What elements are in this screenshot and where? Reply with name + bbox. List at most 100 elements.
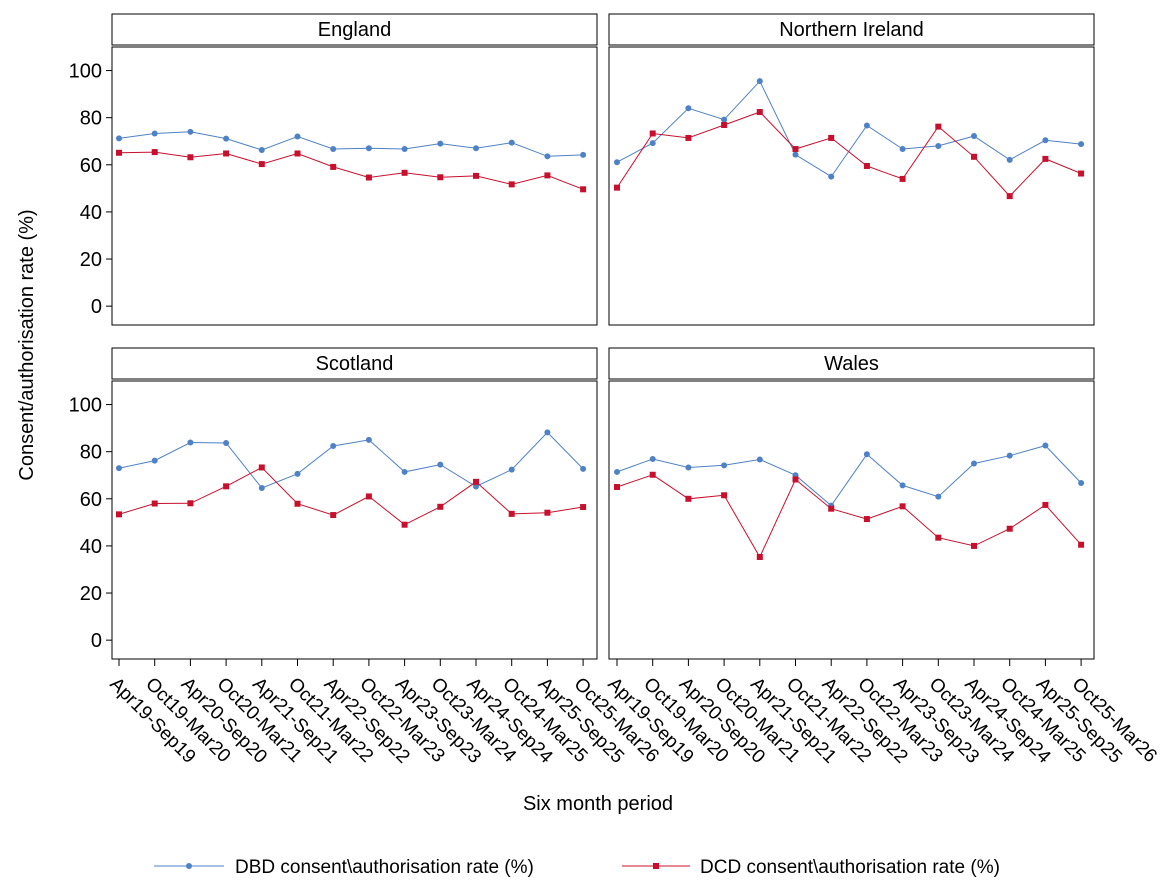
data-point-dbd <box>473 483 479 490</box>
data-point-dcd <box>151 500 158 507</box>
data-point-dcd <box>863 162 870 169</box>
data-point-dcd <box>935 123 942 130</box>
series-line-dbd-northern-ireland <box>616 80 1082 178</box>
data-point-dcd <box>685 134 692 141</box>
data-point-dbd <box>685 105 692 112</box>
data-point-dbd <box>365 145 372 152</box>
data-point-dcd <box>544 509 551 516</box>
data-point-dbd <box>330 443 337 450</box>
data-point-dcd <box>258 464 265 471</box>
data-point-dbd <box>792 151 799 158</box>
plot-area-northern-ireland <box>608 46 1095 326</box>
data-point-dbd <box>151 457 158 464</box>
series-line-dcd-wales <box>616 474 1082 559</box>
data-point-dcd <box>828 134 835 141</box>
plot-area-wales <box>608 380 1095 660</box>
data-point-dbd <box>1042 442 1049 449</box>
y-tick-label: 20 <box>80 249 102 271</box>
panels-layer: England 0 20 40 60 80 100 Northern Ireland Scotl… <box>69 13 1161 768</box>
y-tick-label: 20 <box>80 583 102 605</box>
panel-title-scotland: Scotland <box>316 353 394 375</box>
data-point-dcd <box>649 130 656 137</box>
panel-scotland: Scotland020406080100Apr19-Sep19Oct19-Mar… <box>69 347 663 768</box>
data-point-dcd <box>792 476 799 483</box>
panel-header-scotland <box>111 347 598 380</box>
data-point-dbd <box>187 439 194 446</box>
data-point-dcd <box>473 172 479 179</box>
y-tick-label: 40 <box>80 202 102 224</box>
data-point-dcd <box>116 149 122 156</box>
legend-item-dcd: DCD consent\authorisation rate (%) <box>622 857 1000 878</box>
data-point-dcd <box>151 149 158 156</box>
data-point-dbd <box>1042 137 1049 144</box>
data-point-dbd <box>935 142 942 149</box>
data-point-dbd <box>437 140 444 147</box>
data-point-dcd <box>1078 541 1085 548</box>
data-point-dbd <box>544 153 551 160</box>
data-point-dcd <box>401 169 408 176</box>
data-point-dcd <box>614 484 620 491</box>
data-point-dbd <box>508 466 515 473</box>
y-tick-label: 80 <box>80 108 102 130</box>
data-point-dcd <box>828 505 835 512</box>
panel-wales: WalesApr19-Sep19Oct19-Mar20Apr20-Sep20Oc… <box>603 347 1161 768</box>
panel-northern-ireland: Northern Ireland <box>608 13 1095 326</box>
panel-title-wales: Wales <box>824 353 879 375</box>
data-point-dcd <box>294 500 301 507</box>
data-point-dcd <box>437 503 444 510</box>
y-tick-label: 80 <box>80 442 102 464</box>
y-tick-label: 100 <box>69 395 102 417</box>
data-point-dbd <box>1078 480 1085 487</box>
series-line-dcd-northern-ireland <box>616 111 1082 197</box>
data-point-dcd <box>971 542 977 549</box>
data-point-dbd <box>1006 156 1013 163</box>
data-point-dbd <box>828 173 835 180</box>
data-point-dbd <box>330 146 337 153</box>
legend-item-dbd: DBD consent\authorisation rate (%) <box>154 857 534 878</box>
data-point-dbd <box>187 128 194 135</box>
data-point-dbd <box>580 465 587 472</box>
y-tick-label: 60 <box>80 489 102 511</box>
y-axis-label: Consent/authorisation rate (%) <box>16 209 38 480</box>
y-tick-label: 0 <box>91 630 102 652</box>
y-tick-label: 100 <box>69 61 102 83</box>
data-point-dcd <box>756 553 763 560</box>
data-point-dbd <box>294 470 301 477</box>
data-point-dbd <box>614 468 620 475</box>
data-point-dbd <box>899 482 906 489</box>
data-point-dbd <box>151 130 158 137</box>
data-point-dcd <box>1042 155 1049 162</box>
data-point-dcd <box>187 500 194 507</box>
data-point-dcd <box>580 186 587 193</box>
legend-label-dcd: DCD consent\authorisation rate (%) <box>700 857 1000 878</box>
data-point-dcd <box>756 109 763 116</box>
y-tick-label: 0 <box>91 296 102 318</box>
data-point-dbd <box>649 455 656 462</box>
series-line-dcd-england <box>118 151 584 190</box>
data-point-dbd <box>756 456 763 463</box>
data-point-dcd <box>473 478 479 485</box>
panel-header-northern-ireland <box>608 13 1095 46</box>
data-point-dcd <box>437 174 444 181</box>
y-tick-label: 40 <box>80 536 102 558</box>
data-point-dcd <box>649 471 656 478</box>
data-point-dbd <box>401 146 408 153</box>
data-point-dbd <box>223 439 230 446</box>
data-point-dcd <box>721 492 728 499</box>
data-point-dbd <box>935 493 942 500</box>
data-point-dcd <box>863 516 870 523</box>
data-point-dcd <box>1006 193 1013 200</box>
panel-title-england: England <box>318 19 391 41</box>
data-point-dbd <box>649 140 656 147</box>
data-point-dcd <box>365 493 372 500</box>
data-point-dcd <box>899 503 906 510</box>
data-point-dbd <box>971 460 977 467</box>
data-point-dcd <box>187 154 194 161</box>
data-point-dbd <box>508 139 515 146</box>
data-point-dcd <box>401 521 408 528</box>
data-point-dbd <box>116 465 122 472</box>
panel-header-england <box>111 13 598 46</box>
data-point-dcd <box>294 150 301 157</box>
data-point-dcd <box>971 153 977 160</box>
